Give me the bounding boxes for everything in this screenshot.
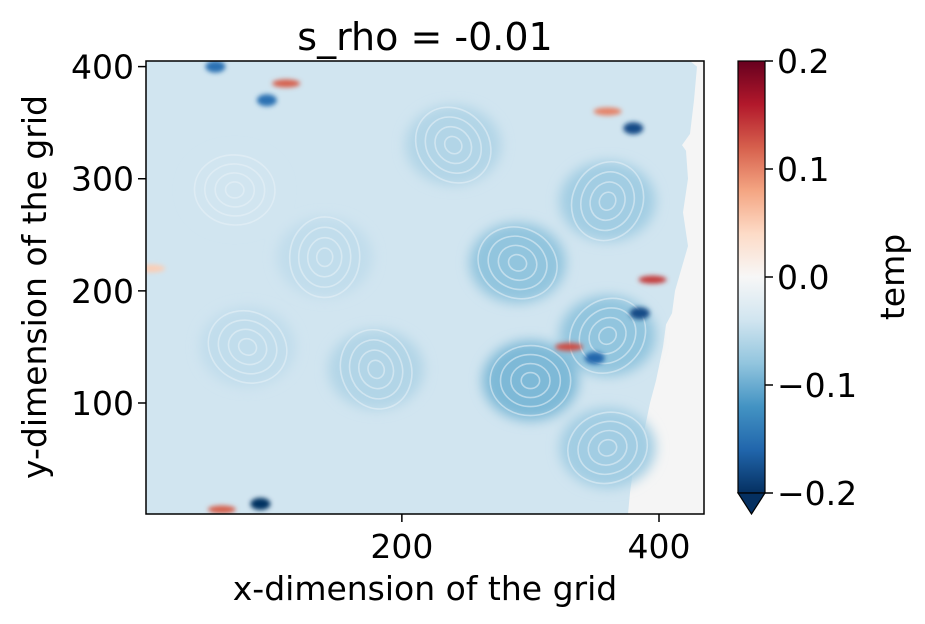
x-tick-label: 400 (628, 527, 691, 566)
eddy-swirl (297, 226, 352, 288)
eddy-swirl (520, 371, 541, 390)
spot-layer (146, 61, 667, 514)
warm-spot-0 (272, 79, 301, 88)
colorbar-label: temp (873, 234, 912, 320)
y-axis: 100 200 300 400 (71, 48, 146, 423)
eddy-swirl (424, 116, 483, 174)
colorbar-extend-arrow (736, 492, 767, 516)
eddy-swirl (588, 316, 627, 355)
eddy-4 (276, 217, 373, 298)
cold-spot-3 (623, 122, 644, 135)
cold-spot-2 (256, 94, 277, 107)
eddy-swirl (587, 429, 628, 466)
eddy-swirl (217, 319, 278, 375)
eddy-swirl (577, 420, 638, 476)
eddy-swirl (227, 328, 268, 366)
eddy-swirl (589, 181, 626, 222)
warm-spot-1 (593, 107, 622, 116)
eddy-layer (186, 105, 656, 488)
colorbar-tick-label: 0.1 (777, 150, 829, 189)
cold-spot-4 (629, 307, 650, 320)
colorbar-tick-label: −0.1 (777, 366, 857, 405)
eddy-swirl (567, 411, 649, 485)
eddy-swirl (306, 236, 343, 278)
eddy-swirl (507, 253, 528, 272)
cold-spot-0 (250, 497, 271, 510)
eddy-swirl (434, 125, 473, 165)
eddy-swirl (443, 135, 463, 155)
eddy-3 (328, 329, 425, 410)
eddy-9 (199, 306, 296, 387)
eddy-swirl (367, 359, 386, 380)
plot-area (146, 61, 704, 514)
warm-spot-5 (146, 264, 166, 273)
warm-spot-4 (207, 505, 236, 514)
eddy-swirl (357, 349, 395, 390)
eddy-swirl (487, 235, 548, 291)
eddy-swirl (497, 244, 538, 282)
y-tick-label: 200 (71, 272, 134, 311)
x-axis: 200 400 (370, 514, 691, 566)
eddy-0 (482, 340, 579, 421)
eddy-swirl (193, 154, 276, 226)
eddy-swirl (348, 339, 404, 400)
colorbar-ticks: 0.2 0.1 0.0 −0.1 −0.2 (765, 42, 857, 513)
eddy-swirl (578, 307, 637, 365)
eddy-2 (405, 105, 502, 186)
eddy-swirl (315, 247, 334, 268)
cold-spot-1 (205, 61, 226, 73)
eddy-swirl (207, 309, 288, 384)
colorbar-scale (737, 60, 766, 494)
colorbar-tick-label: 0.2 (777, 42, 829, 81)
eddy-swirl (288, 216, 361, 299)
eddy-swirl (214, 172, 256, 208)
y-axis-label: y-dimension of the grid (15, 95, 54, 479)
colorbar-tick-label: 0.0 (777, 258, 829, 297)
y-tick-label: 100 (71, 384, 134, 423)
eddy-swirl (499, 353, 562, 408)
eddy-swirl (580, 171, 636, 232)
x-axis-label: x-dimension of the grid (233, 569, 617, 608)
eddy-swirl (570, 160, 645, 242)
eddy-swirl (237, 337, 258, 356)
eddy-swirl (204, 163, 266, 217)
chart-title: s_rho = -0.01 (297, 15, 552, 59)
colorbar: 0.2 0.1 0.0 −0.1 −0.2 temp (736, 42, 912, 516)
eddy-swirl (339, 328, 413, 410)
y-tick-label: 300 (71, 160, 134, 199)
warm-spot-2 (555, 342, 583, 351)
eddy-5 (559, 161, 656, 242)
eddy-swirl (598, 326, 618, 346)
eddy-swirl (510, 362, 551, 399)
eddy-swirl (597, 438, 618, 457)
eddy-7 (559, 407, 656, 488)
eddy-swirl (477, 226, 558, 300)
cold-spot-5 (584, 352, 605, 365)
eddy-swirl (414, 106, 492, 184)
land-mask (628, 61, 704, 514)
eddy-1 (469, 222, 566, 303)
eddy-8 (186, 149, 283, 230)
eddy-swirl (598, 191, 617, 211)
y-tick-label: 400 (71, 48, 134, 87)
eddy-swirl (489, 344, 572, 417)
warm-spot-3 (638, 275, 667, 284)
swirl-layer (193, 106, 649, 485)
eddy-swirl (224, 181, 245, 199)
plot-frame (145, 60, 705, 515)
x-tick-label: 200 (370, 527, 433, 566)
colorbar-tick-label: −0.2 (777, 474, 857, 513)
